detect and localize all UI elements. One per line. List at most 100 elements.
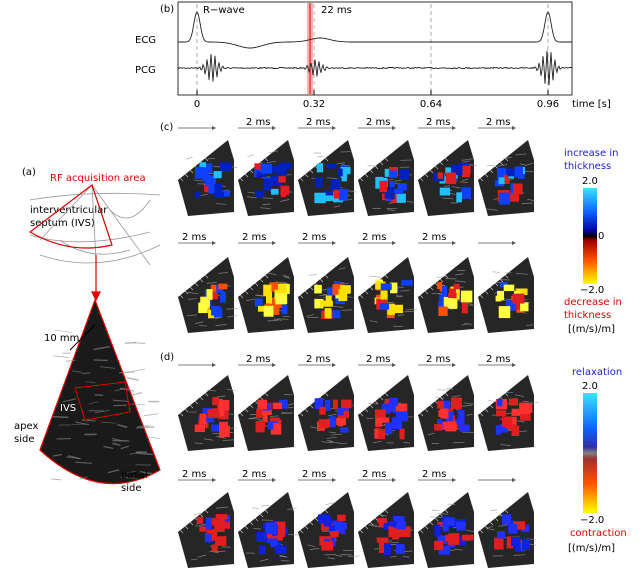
speckle [309,274,317,275]
velocity-cell [338,289,347,301]
velocity-cell [214,171,222,178]
speckle [144,414,158,416]
tick-label: 0.96 [537,99,559,110]
velocity-cell [314,193,325,203]
panel-label: (b) [160,4,174,15]
velocity-cell [207,409,219,418]
velocity-cell [264,306,274,317]
colorbar-label: relaxation [572,367,622,378]
velocity-cell [380,303,389,309]
time-arrow-head [272,126,276,130]
speckle [127,378,139,380]
velocity-cell [388,188,394,199]
time-arrow-head [392,363,396,367]
velocity-cell [448,293,457,298]
velocity-cell [207,289,213,300]
time-arrow-head [272,363,276,367]
velocity-cell [339,189,348,201]
tick-label: 0 [194,99,200,110]
step-label: 2 ms [242,232,267,243]
velocity-cell [378,429,385,439]
velocity-cell [509,524,518,534]
velocity-cell [208,182,214,193]
velocity-cell [499,177,505,184]
velocity-cell [445,535,452,541]
velocity-cell [397,522,406,530]
velocity-cell [390,181,395,187]
panel-label: (c) [160,122,173,133]
velocity-cell [499,306,510,318]
step-label: 2 ms [246,117,271,128]
velocity-cell [508,169,515,176]
velocity-cell [445,422,456,432]
time-arrow-head [392,241,396,245]
velocity-cell [218,284,227,290]
interval-label: 22 ms [321,5,352,16]
time-arrow-head [452,363,456,367]
rf-area-label: RF acquisition area [50,173,146,184]
velocity-cell [434,541,443,550]
velocity-cell [275,545,287,554]
velocity-cell [458,410,465,420]
velocity-cell [451,398,462,410]
velocity-cell [200,414,207,424]
step-label: 2 ms [302,232,327,243]
velocity-cell [391,521,398,527]
velocity-cell [341,400,351,409]
step-label: 2 ms [306,117,331,128]
ecg-trace [178,12,572,48]
velocity-cell [282,305,288,315]
velocity-cell [394,189,404,194]
axis-label: time [s] [572,99,611,110]
panel-label: (d) [160,352,174,363]
velocity-cell [496,296,502,302]
speckle [490,510,497,511]
velocity-cell [263,285,271,296]
velocity-cell [520,302,528,311]
septum-label: interventricular [30,205,108,216]
time-arrow-head [272,478,276,482]
colorbar [583,393,597,513]
step-label: 2 ms [366,117,391,128]
speckle [52,417,68,418]
step-label: 2 ms [362,469,387,480]
velocity-cell [461,166,470,175]
image-grid: 2 ms 2 ms 2 ms 2 ms 2 ms 2 ms 2 ms 2 ms 2 ms 2 ms… [178,117,538,568]
velocity-cell [265,522,276,534]
velocity-cell [337,169,342,177]
velocity-cell [273,423,279,429]
time-arrow-head [452,126,456,130]
velocity-cell [461,187,471,198]
velocity-cell [497,531,505,538]
time-arrow-head [272,241,276,245]
ivs-label: IVS [60,403,76,414]
velocity-cell [502,514,511,524]
r-wave-label: R−wave [203,5,245,16]
step-label: 2 ms [182,469,207,480]
speckle [208,158,215,159]
speckle [53,356,69,358]
velocity-cell [520,414,531,421]
time-arrow-head [212,363,216,367]
velocity-cell [206,517,212,529]
velocity-cell [440,188,450,196]
speckle [134,369,145,371]
step-label: 2 ms [486,354,511,365]
panel-label: (a) [22,167,36,178]
velocity-cell [504,285,515,291]
speckle [447,504,455,505]
speckle [132,393,142,396]
step-label: 2 ms [422,469,447,480]
velocity-cell [255,298,263,306]
velocity-cell [507,425,515,430]
step-label: 2 ms [426,354,451,365]
velocity-cell [434,525,440,537]
tick-label: 0.64 [420,99,442,110]
velocity-cell [214,192,224,198]
velocity-cell [522,539,530,550]
velocity-cell [212,544,218,551]
velocity-cell [375,409,386,417]
velocity-cell [275,293,286,304]
velocity-cell [339,522,345,534]
velocity-cell [456,192,462,202]
